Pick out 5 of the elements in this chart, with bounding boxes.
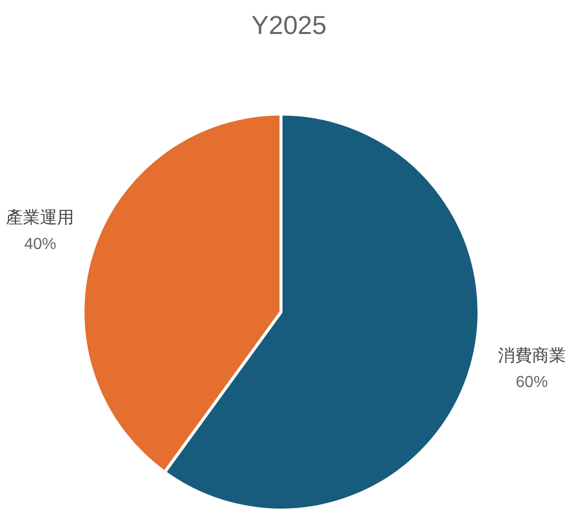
slice-label: 消費商業 xyxy=(498,346,566,366)
data-label: 60% xyxy=(516,374,548,392)
chart-title: Y2025 xyxy=(251,10,327,40)
data-label: 40% xyxy=(24,236,56,253)
slice-label: 產業運用 xyxy=(6,208,74,227)
